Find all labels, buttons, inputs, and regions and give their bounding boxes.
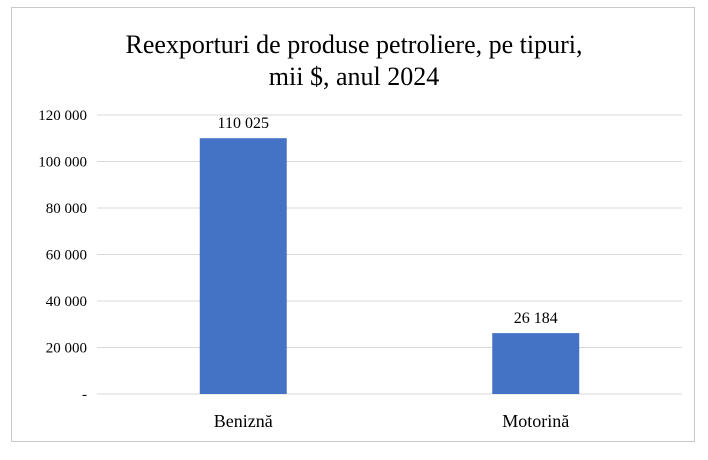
bar-chart: Reexporturi de produse petroliere, pe ti… <box>38 30 682 431</box>
y-tick-label: 20 000 <box>46 341 87 357</box>
chart-frame: Reexporturi de produse petroliere, pe ti… <box>11 7 695 442</box>
bars <box>199 138 580 394</box>
y-tick-label: 80 000 <box>46 201 87 217</box>
y-tick-label: 40 000 <box>46 294 87 310</box>
chart-title-line-2: mii $, anul 2024 <box>269 62 439 91</box>
gridlines <box>97 114 682 395</box>
bar-value-label: 26 184 <box>514 310 558 327</box>
y-axis-ticks: - 20 000 40 000 60 000 80 000 100 000 120 000 <box>38 108 87 403</box>
chart-title-line-1: Reexporturi de produse petroliere, pe ti… <box>125 30 582 59</box>
bar <box>492 333 580 394</box>
y-tick-label: 120 000 <box>38 108 87 124</box>
category-label: Motorină <box>502 411 569 431</box>
bar-value-label: 110 025 <box>218 115 269 132</box>
y-tick-label: 100 000 <box>38 155 87 171</box>
bar <box>199 138 287 394</box>
data-labels: 110 025 26 184 <box>218 115 558 327</box>
category-label: Beniznă <box>214 411 273 431</box>
x-axis-categories: Beniznă Motorină <box>214 411 569 431</box>
y-tick-label: 60 000 <box>46 248 87 264</box>
y-tick-label: - <box>82 387 87 403</box>
